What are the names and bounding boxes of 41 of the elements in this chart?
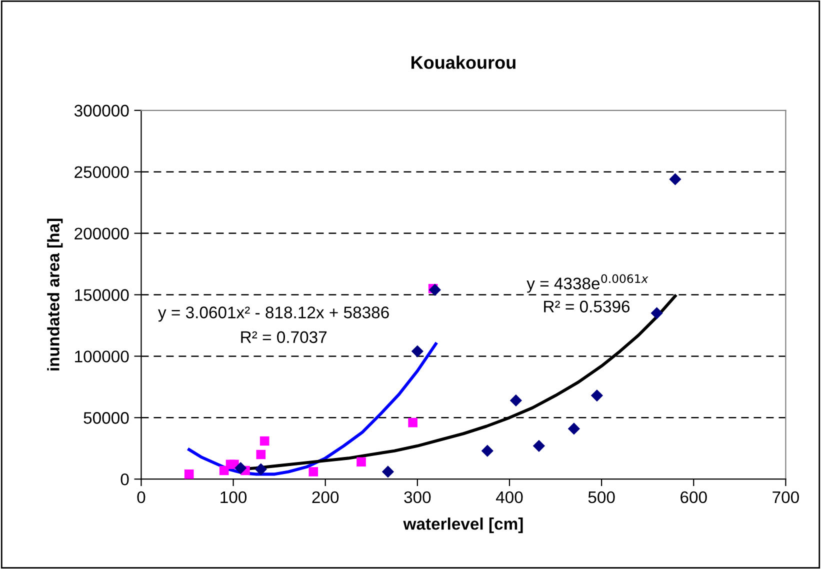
point <box>510 394 522 406</box>
x-tick-label: 100 <box>220 491 247 504</box>
y-tick-label: 100000 <box>75 350 129 362</box>
point <box>408 418 418 428</box>
x-tick-label: 200 <box>312 491 339 504</box>
x-tick-label: 500 <box>588 491 615 504</box>
point <box>356 457 366 467</box>
x-tick-label: 700 <box>772 491 799 504</box>
annotation: R² = 0.7037 <box>241 331 327 344</box>
annotation: y = 4338e$^{0.0061x}$ <box>526 274 648 293</box>
point <box>184 470 194 479</box>
x-tick-label: 300 <box>404 491 431 504</box>
y-tick-label: 50000 <box>84 412 129 424</box>
y-axis-title: inundated area [ha] <box>47 218 63 370</box>
annotation: y = 3.0601x² - 818.12x + 58386 <box>158 306 389 322</box>
point <box>411 345 424 358</box>
y-tick-label: 300000 <box>74 104 129 117</box>
point <box>568 422 580 435</box>
y-tick-label: 200000 <box>74 228 129 240</box>
point <box>481 444 494 457</box>
point <box>532 440 546 452</box>
y-tick-label: 0 <box>120 474 129 486</box>
x-tick-label: 600 <box>680 491 707 504</box>
y-tick-label: 250000 <box>74 166 129 178</box>
point <box>669 173 682 186</box>
point <box>234 462 247 474</box>
x-tick-label: 0 <box>137 491 146 504</box>
point <box>256 450 266 460</box>
point <box>590 389 604 402</box>
chart-title: Kouakourou <box>412 56 516 69</box>
point <box>308 467 318 476</box>
point <box>260 436 270 446</box>
x-tick-label: 400 <box>496 491 523 504</box>
x-axis-title: waterlevel [cm] <box>403 518 523 534</box>
point <box>428 284 441 296</box>
point <box>650 307 663 320</box>
point <box>254 463 267 476</box>
annotation: R² = 0.5396 <box>544 300 630 312</box>
line-series <box>188 342 438 476</box>
point <box>382 466 394 478</box>
y-tick-label: 150000 <box>75 289 129 301</box>
